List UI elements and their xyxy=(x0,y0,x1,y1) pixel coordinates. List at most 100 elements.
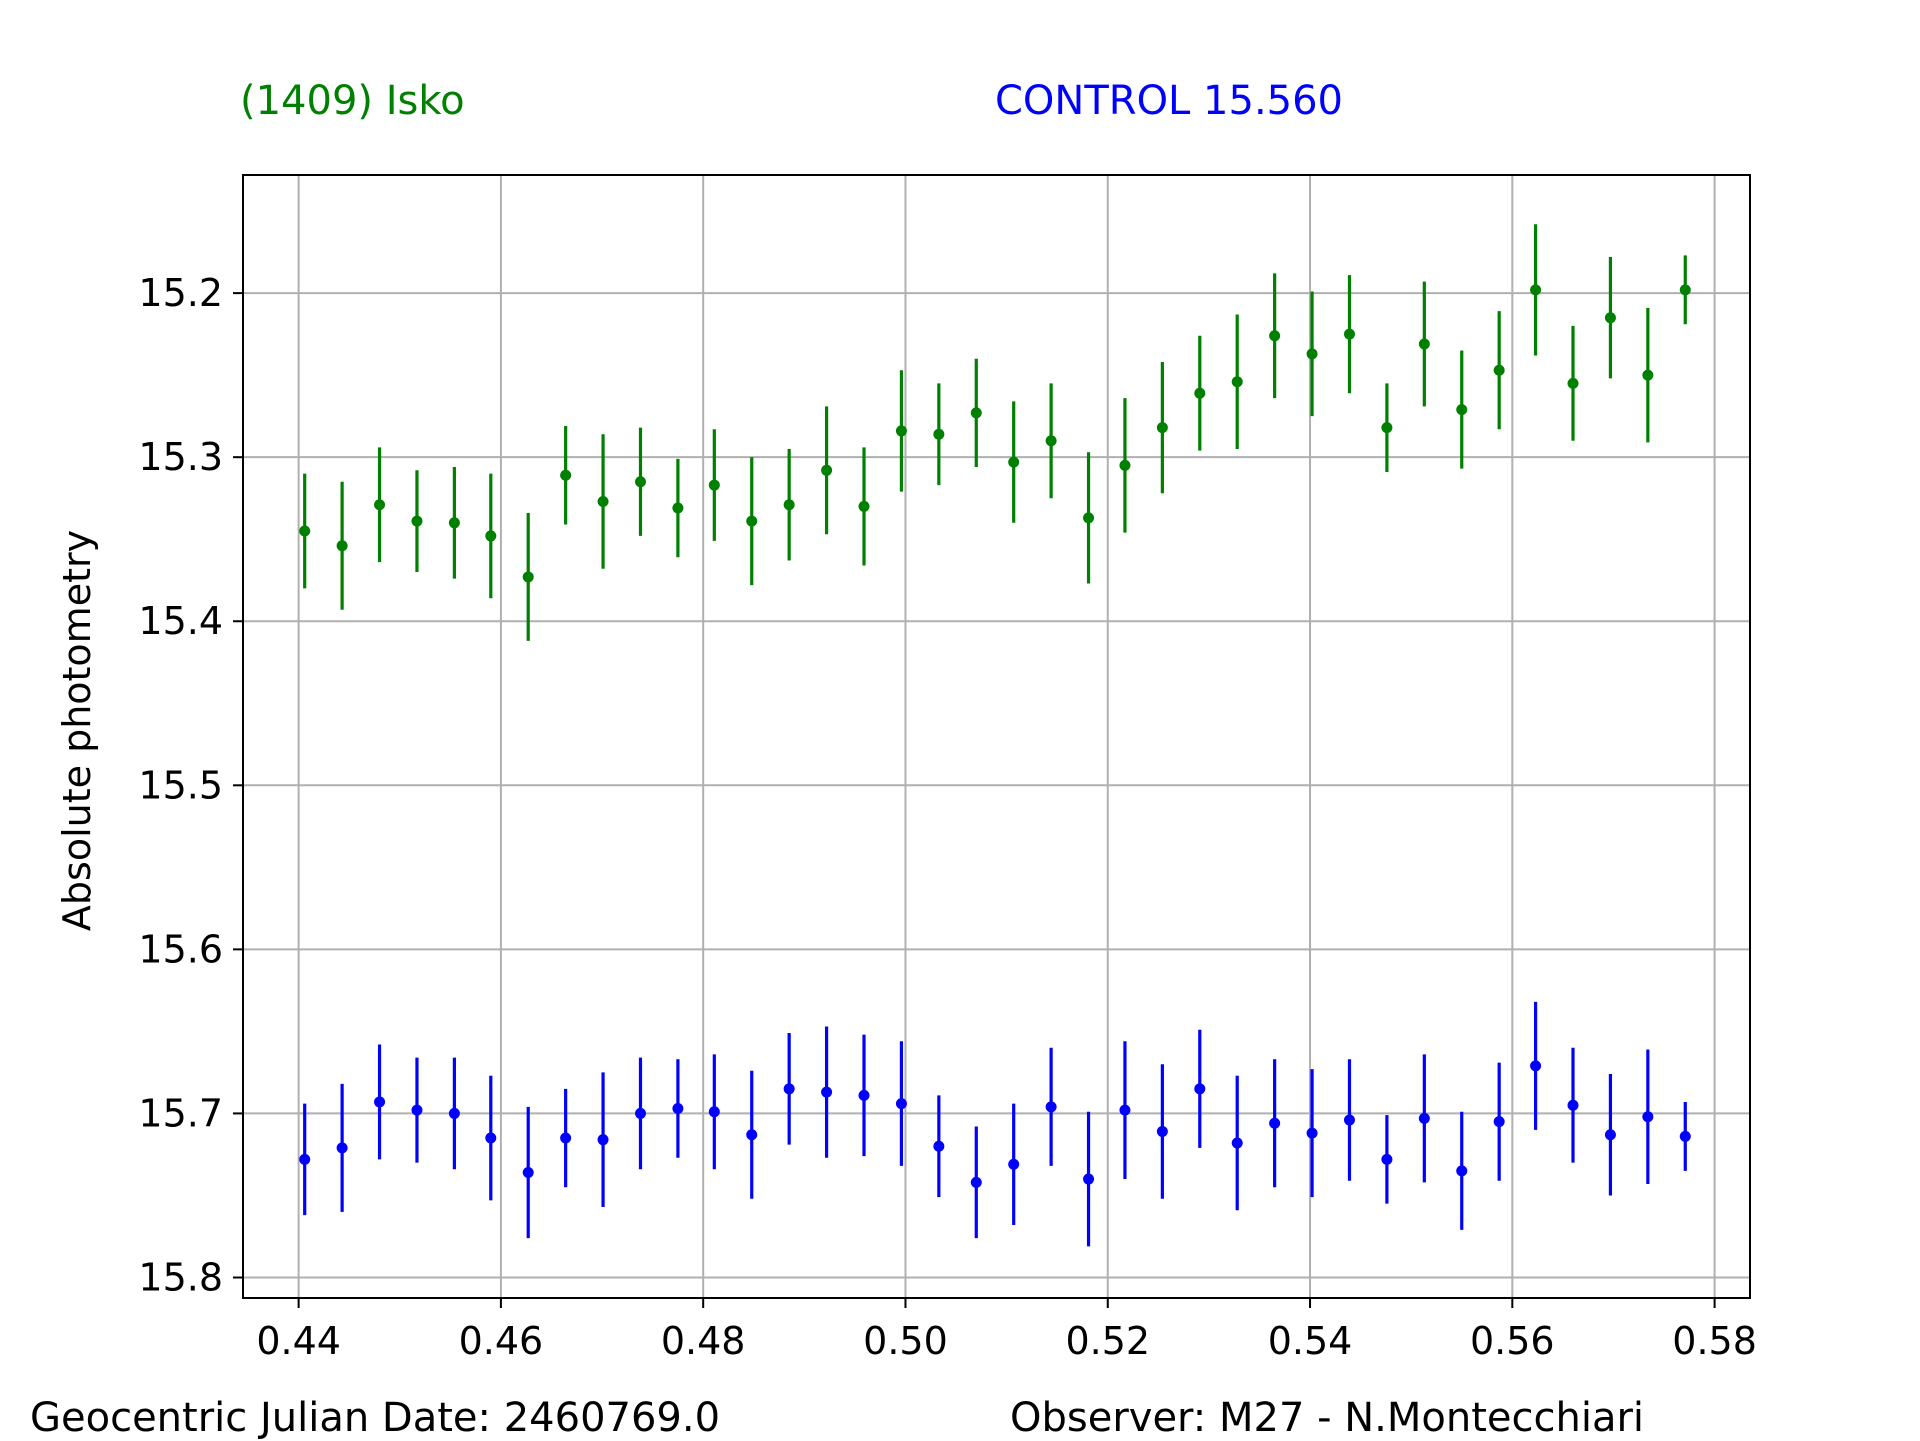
x-tick-label: 0.50 xyxy=(863,1319,948,1363)
point-series-1 xyxy=(1119,459,1131,471)
y-tick-label: 15.4 xyxy=(138,599,223,643)
point-series-2 xyxy=(1493,1116,1505,1128)
x-tick-label: 0.58 xyxy=(1672,1319,1757,1363)
point-series-2 xyxy=(1008,1158,1020,1170)
y-tick-label: 15.6 xyxy=(138,927,223,971)
point-series-1 xyxy=(1306,348,1318,360)
point-series-2 xyxy=(1456,1165,1468,1177)
y-tick-label: 15.7 xyxy=(138,1091,223,1135)
footer-observer: Observer: M27 - N.Montecchiari xyxy=(1010,1395,1645,1441)
point-series-2 xyxy=(1083,1173,1095,1185)
point-series-1 xyxy=(1642,369,1654,381)
point-series-2 xyxy=(1604,1129,1616,1141)
point-series-1 xyxy=(597,495,609,507)
point-series-2 xyxy=(1567,1099,1579,1111)
series-label-isko: (1409) Isko xyxy=(240,78,465,124)
x-tick-label: 0.54 xyxy=(1268,1319,1353,1363)
point-series-2 xyxy=(1306,1127,1318,1139)
point-series-1 xyxy=(1008,456,1020,468)
y-tick-label: 15.2 xyxy=(138,271,223,315)
point-series-1 xyxy=(1231,376,1243,388)
point-series-2 xyxy=(970,1176,982,1188)
point-series-1 xyxy=(299,525,311,537)
point-series-2 xyxy=(1194,1083,1206,1095)
point-series-2 xyxy=(1231,1137,1243,1149)
point-series-1 xyxy=(1156,422,1168,434)
point-series-1 xyxy=(1194,387,1206,399)
x-tick-label: 0.44 xyxy=(256,1319,341,1363)
point-series-2 xyxy=(1343,1114,1355,1126)
point-series-1 xyxy=(1456,404,1468,416)
point-series-2 xyxy=(672,1103,684,1115)
plot-frame xyxy=(242,174,1751,1299)
point-series-1 xyxy=(672,502,684,514)
x-tick-label: 0.48 xyxy=(661,1319,746,1363)
point-series-1 xyxy=(1381,422,1393,434)
point-series-1 xyxy=(970,407,982,419)
point-series-2 xyxy=(933,1140,945,1152)
point-series-2 xyxy=(1156,1125,1168,1137)
point-series-1 xyxy=(1083,512,1095,524)
y-tick-label: 15.8 xyxy=(138,1255,223,1299)
point-series-2 xyxy=(411,1104,423,1116)
point-series-1 xyxy=(783,499,795,511)
point-series-2 xyxy=(1679,1130,1691,1142)
point-series-1 xyxy=(708,479,720,491)
marks-layer xyxy=(299,224,1691,1247)
point-series-2 xyxy=(783,1083,795,1095)
point-series-1 xyxy=(448,517,460,529)
point-series-2 xyxy=(1418,1112,1430,1124)
point-series-1 xyxy=(485,530,497,542)
point-series-1 xyxy=(522,571,534,583)
point-series-2 xyxy=(1381,1153,1393,1165)
point-series-2 xyxy=(485,1132,497,1144)
series-label-control: CONTROL 15.560 xyxy=(995,78,1344,124)
point-series-2 xyxy=(448,1107,460,1119)
point-series-2 xyxy=(1119,1104,1131,1116)
point-series-1 xyxy=(895,425,907,437)
point-series-1 xyxy=(1604,312,1616,324)
point-series-1 xyxy=(933,428,945,440)
point-series-2 xyxy=(708,1106,720,1118)
point-series-2 xyxy=(858,1089,870,1101)
point-series-1 xyxy=(746,515,758,527)
point-series-1 xyxy=(1343,328,1355,340)
y-tick-label: 15.3 xyxy=(138,435,223,479)
point-series-2 xyxy=(522,1166,534,1178)
footer-julian-date: Geocentric Julian Date: 2460769.0 xyxy=(30,1395,721,1441)
point-series-2 xyxy=(1269,1117,1281,1129)
point-series-1 xyxy=(821,464,833,476)
point-series-2 xyxy=(634,1107,646,1119)
x-tick-label: 0.46 xyxy=(459,1319,544,1363)
point-series-2 xyxy=(597,1134,609,1146)
point-series-1 xyxy=(1567,377,1579,389)
grid-layer xyxy=(243,175,1750,1298)
point-series-2 xyxy=(1642,1111,1654,1123)
point-series-1 xyxy=(1679,284,1691,296)
point-series-1 xyxy=(1269,330,1281,342)
point-series-1 xyxy=(1045,435,1057,447)
y-axis-label: Absolute photometry xyxy=(55,530,99,931)
point-series-2 xyxy=(746,1129,758,1141)
point-series-1 xyxy=(560,469,572,481)
point-series-1 xyxy=(1418,338,1430,350)
point-series-2 xyxy=(560,1132,572,1144)
point-series-2 xyxy=(821,1086,833,1098)
y-tick-label: 15.5 xyxy=(138,763,223,807)
point-series-1 xyxy=(1493,364,1505,376)
point-series-2 xyxy=(1530,1060,1542,1072)
point-series-2 xyxy=(336,1142,348,1154)
point-series-1 xyxy=(336,540,348,552)
ticks-layer: 0.44 0.46 0.48 0.50 0.52 0.54 0.56 0.58 15.2 15.3… xyxy=(138,271,1757,1363)
point-series-2 xyxy=(895,1098,907,1110)
point-series-1 xyxy=(374,499,386,511)
point-series-1 xyxy=(411,515,423,527)
point-series-1 xyxy=(1530,284,1542,296)
point-series-1 xyxy=(634,476,646,488)
x-tick-label: 0.56 xyxy=(1470,1319,1555,1363)
point-series-2 xyxy=(374,1096,386,1108)
point-series-2 xyxy=(1045,1101,1057,1113)
point-series-1 xyxy=(858,500,870,512)
x-tick-label: 0.52 xyxy=(1065,1319,1150,1363)
